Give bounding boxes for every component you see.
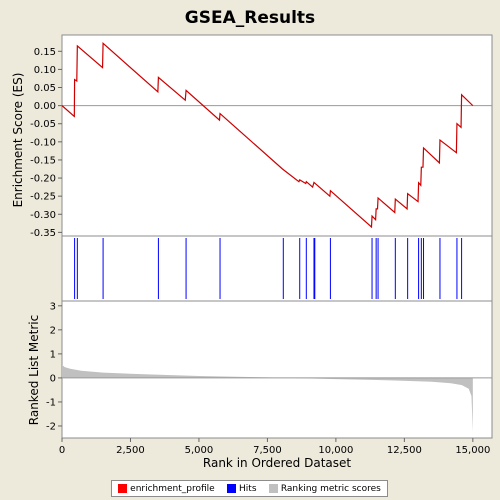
ranking-y-tick-label: 3 [50,301,56,312]
enrichment-y-tick-label: -0.15 [30,155,56,166]
enrichment-y-tick-label: 0.00 [34,101,56,112]
legend-item-ranking-metric-scores: Ranking metric scores [268,483,381,494]
x-tick-label: 5,000 [185,445,214,456]
enrichment-y-tick-label: 0.10 [34,65,56,76]
enrichment-y-tick-label: -0.35 [30,228,56,239]
chart-title: GSEA_Results [185,8,315,28]
gsea-figure: GSEA_Results 0.15 0.10 0.05 0.00 -0.05 -0.10 -… [11,8,493,470]
enrichment-y-tick-label: -0.05 [30,119,56,130]
x-tick-label: 7,500 [253,445,282,456]
enrichment-y-tick-label: 0.15 [34,47,56,58]
ranking-y-tick-label: -2 [46,421,56,432]
x-tick-label: 10,000 [318,445,353,456]
x-axis-label: Rank in Ordered Dataset [203,456,351,470]
enrichment-y-tick-label: -0.30 [30,210,56,221]
ranking-y-tick-label: -1 [46,397,56,408]
x-axis-ticks: 0 2,500 5,000 7,500 10,000 12,500 15,000 [59,438,490,456]
enrichment-y-axis-label: Enrichment Score (ES) [11,73,25,208]
hits-plot-area [61,235,493,302]
legend-label-enrichment-profile: enrichment_profile [130,483,215,494]
enrichment-profile-line [61,42,474,229]
legend-label-ranking-metric-scores: Ranking metric scores [280,483,381,494]
legend-item-enrichment-profile: enrichment_profile [118,484,215,494]
ranking-plot-area [61,300,493,439]
hits-marks [74,238,463,299]
ranking-y-tick-label: 2 [50,325,56,336]
enrichment-y-tick-label: -0.10 [30,137,56,148]
enrichment-y-tick-label: -0.20 [30,174,56,185]
x-tick-label: 15,000 [455,445,490,456]
enrichment-y-tick-label: 0.05 [34,83,56,94]
enrichment-y-tick-label: -0.25 [30,192,56,203]
ranking-y-tick-label: 0 [50,373,56,384]
legend-swatch-enrichment-profile [118,484,128,493]
legend-label-hits: Hits [239,483,257,494]
legend-swatch-ranking-metric-scores [268,484,278,493]
legend-swatch-hits [227,484,237,493]
legend: enrichment_profile Hits Ranking metric s… [111,480,388,497]
ranking-y-tick-label: 1 [50,349,56,360]
x-tick-label: 12,500 [387,445,422,456]
ranking-y-ticks: 3 2 1 0 -1 -2 [46,301,62,432]
ranking-y-axis-label: Ranked List Metric [27,315,41,425]
x-tick-label: 0 [59,445,65,456]
enrichment-plot-area [61,34,493,237]
x-tick-label: 2,500 [116,445,145,456]
enrichment-y-ticks: 0.15 0.10 0.05 0.00 -0.05 -0.10 -0.15 -0.20 -0.2… [30,47,62,239]
legend-item-hits: Hits [227,484,257,494]
